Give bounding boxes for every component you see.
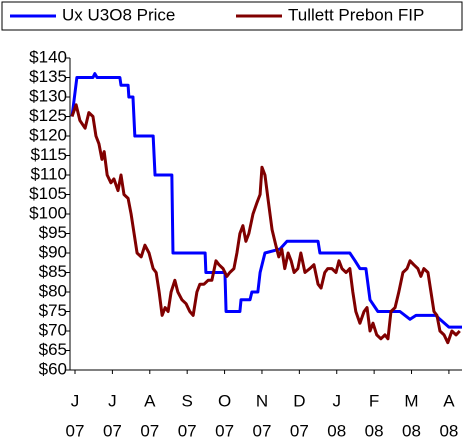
x-tick-label: 08 xyxy=(365,421,384,440)
y-tick-label: $80 xyxy=(39,281,67,300)
y-tick-label: $110 xyxy=(30,164,67,183)
y-tick-label: $105 xyxy=(29,184,67,203)
y-tick-label: $70 xyxy=(39,320,67,339)
y-tick-label: $130 xyxy=(29,86,67,105)
x-tick-label: J xyxy=(108,391,117,410)
x-tick-label: 07 xyxy=(103,421,122,440)
y-tick-label: $60 xyxy=(39,359,67,378)
x-tick-label: 07 xyxy=(140,421,159,440)
legend-box xyxy=(1,1,463,31)
x-tick-label: F xyxy=(369,391,379,410)
x-tick-label: 07 xyxy=(253,421,272,440)
y-tick-label: $90 xyxy=(39,242,67,261)
x-tick-label: J xyxy=(332,391,341,410)
x-tick-label: 08 xyxy=(327,421,346,440)
y-tick-label: $135 xyxy=(29,67,67,86)
y-tick-label: $85 xyxy=(39,262,67,281)
x-tick-label: 07 xyxy=(215,421,234,440)
x-tick-label: D xyxy=(293,391,305,410)
y-tick-label: $65 xyxy=(39,340,67,359)
y-tick-label: $125 xyxy=(29,106,67,125)
y-tick-label: $115 xyxy=(30,145,67,164)
x-tick-label: S xyxy=(182,391,193,410)
y-tick-label: $75 xyxy=(39,301,67,320)
x-tick-label: A xyxy=(144,391,156,410)
x-tick-label: M xyxy=(404,391,418,410)
x-tick-label: 07 xyxy=(178,421,197,440)
legend-label: Ux U3O8 Price xyxy=(62,5,175,24)
x-tick-label: A xyxy=(443,391,455,410)
y-tick-label: $100 xyxy=(29,203,67,222)
line xyxy=(70,72,462,329)
x-tick-label: 08 xyxy=(439,421,458,440)
y-tick-label: $95 xyxy=(39,223,67,242)
x-tick-label: N xyxy=(256,391,268,410)
legend-label: Tullett Prebon FIP xyxy=(288,5,424,24)
x-tick-label: 07 xyxy=(66,421,85,440)
x-tick-label: 08 xyxy=(402,421,421,440)
y-tick-label: $140 xyxy=(29,47,67,66)
y-tick-label: $120 xyxy=(29,125,67,144)
x-tick-label: J xyxy=(71,391,80,410)
x-tick-label: 07 xyxy=(290,421,309,440)
line xyxy=(70,103,461,345)
x-tick-label: O xyxy=(218,391,231,410)
